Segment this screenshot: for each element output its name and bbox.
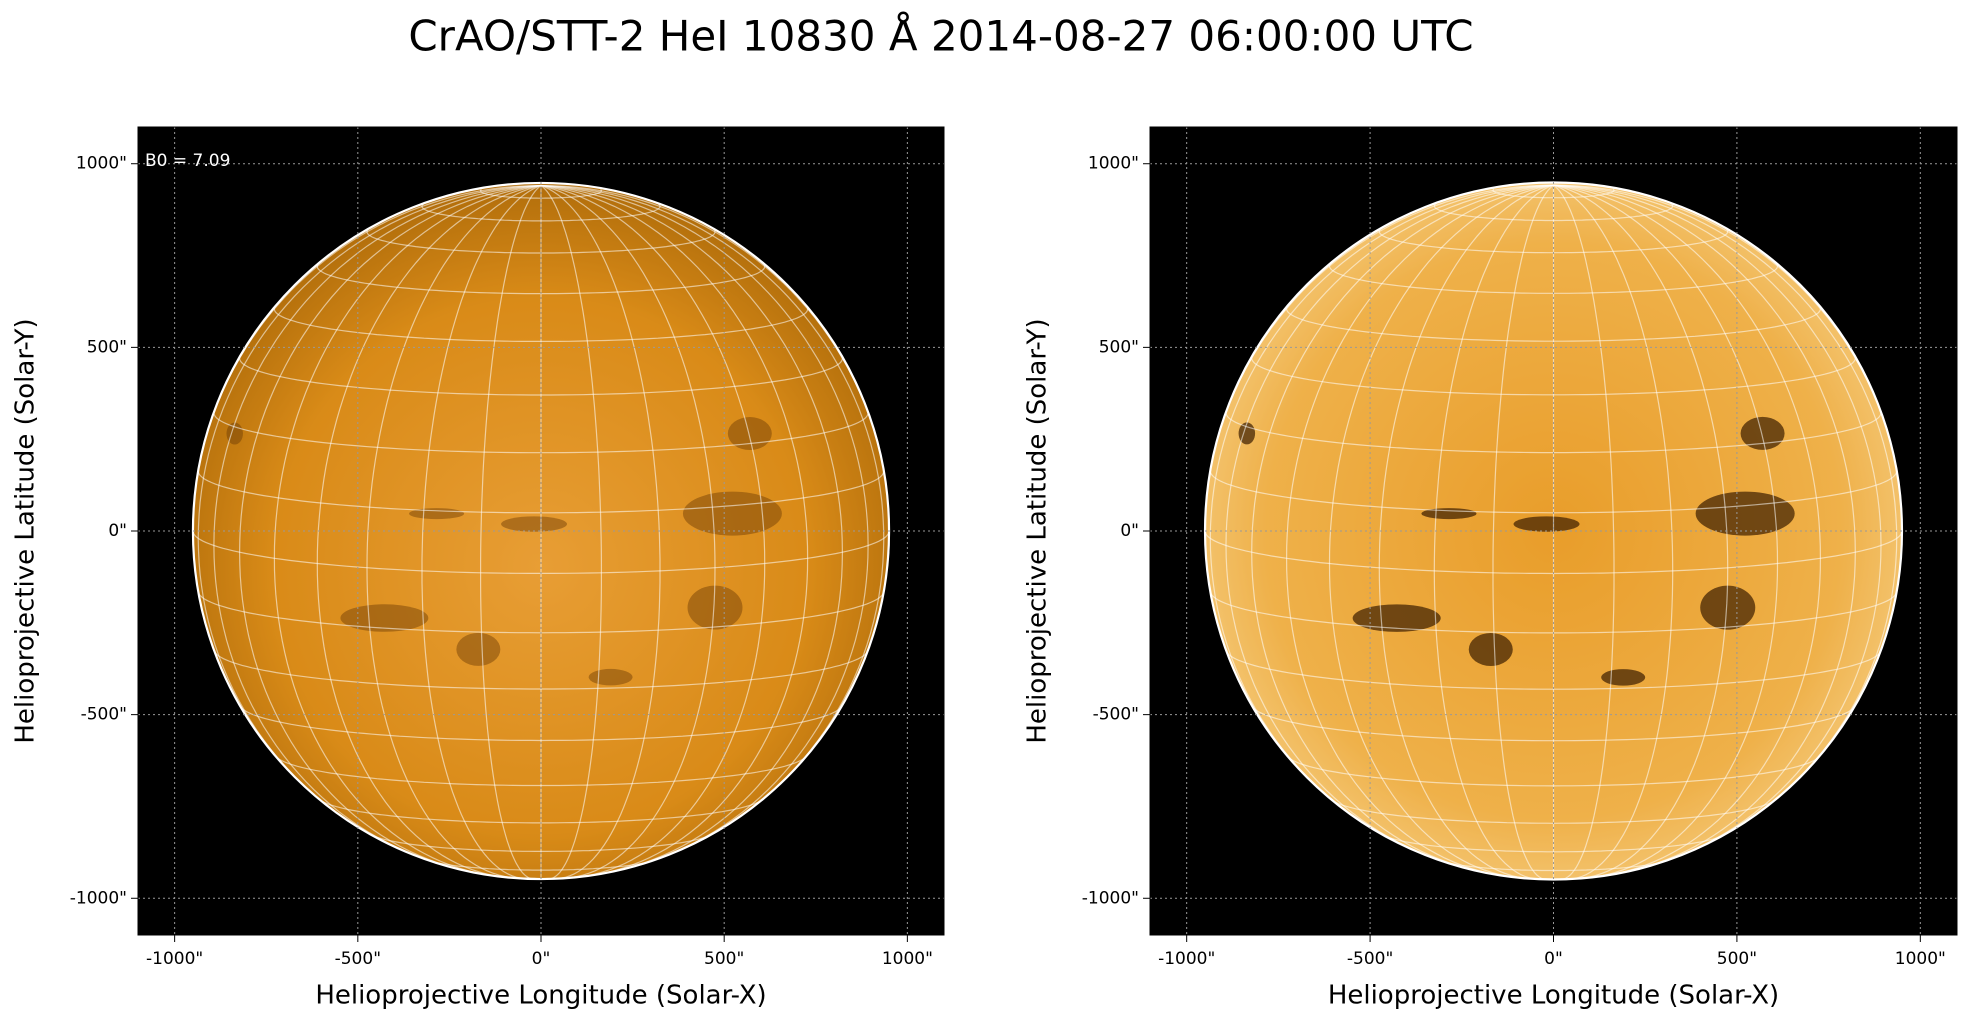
dark-region (340, 604, 429, 632)
heliographic-meridian (1553, 184, 1779, 878)
heliographic-parallel (1433, 203, 1674, 222)
heliographic-meridian (1251, 184, 1554, 873)
heliographic-meridian (421, 184, 542, 880)
y-tick-label: 1000" (76, 154, 127, 174)
heliographic-meridian (1553, 184, 1856, 873)
heliographic-meridian (480, 185, 542, 880)
y-axis-label: Helioprojective Latitude (Solar-Y) (1023, 318, 1053, 743)
heliographic-parallel (1252, 707, 1855, 742)
x-tick-label: 500" (704, 949, 744, 969)
x-tick-label: 0" (532, 949, 551, 969)
x-tick-label: -500" (335, 949, 381, 969)
heliographic-meridian (1378, 184, 1554, 879)
heliographic-parallel (371, 834, 711, 852)
dark-region (501, 516, 568, 532)
heliographic-parallel (1226, 651, 1881, 690)
y-tick-label: 500" (87, 337, 127, 357)
axes-frame (137, 126, 945, 936)
x-tick-label: 0" (1544, 949, 1563, 969)
heliographic-parallel (421, 203, 661, 222)
y-axis-label: Helioprojective Latitude (Solar-Y) (11, 318, 41, 743)
y-tick-label: 0" (1120, 521, 1139, 541)
dark-region (1352, 604, 1441, 632)
dark-region (588, 668, 633, 686)
heliographic-parallel (1384, 835, 1723, 853)
heliographic-meridian (1433, 184, 1554, 880)
heliographic-meridian (238, 184, 542, 872)
axes-frame (1149, 126, 1958, 936)
heliographic-meridian (1328, 184, 1554, 878)
x-tick-label: -1000" (146, 949, 203, 969)
x-tick-label: 500" (1717, 949, 1757, 969)
heliographic-parallel (240, 707, 842, 742)
dark-region (1513, 516, 1580, 532)
y-tick-label: -500" (1093, 705, 1139, 725)
heliographic-meridian (1553, 184, 1674, 880)
dark-region (682, 491, 782, 536)
figure-title: CrAO/STT-2 HeI 10830 Å 2014-08-27 06:00:… (408, 11, 1473, 61)
heliographic-parallel (1441, 860, 1666, 872)
y-tick-label: 1000" (1088, 154, 1139, 174)
y-tick-label: -500" (81, 705, 127, 725)
heliographic-meridian (1553, 184, 1615, 880)
annotation: B0 = 7.09 (145, 151, 230, 171)
y-tick-label: -1000" (1082, 888, 1139, 908)
heliographic-meridian (540, 184, 661, 880)
x-tick-label: 1000" (882, 949, 933, 969)
x-tick-label: -1000" (1158, 949, 1215, 969)
heliographic-meridian (316, 184, 542, 878)
heliographic-parallel (275, 755, 807, 787)
x-tick-label: 1000" (1895, 949, 1946, 969)
y-tick-label: -1000" (70, 888, 127, 908)
y-tick-label: 500" (1099, 337, 1139, 357)
x-tick-label: -500" (1347, 949, 1393, 969)
heliographic-meridian (540, 184, 844, 872)
heliographic-meridian (366, 184, 542, 879)
heliographic-meridian (540, 184, 766, 878)
heliographic-parallel (273, 306, 809, 342)
heliographic-meridian (1553, 184, 1729, 879)
dark-region (1700, 585, 1756, 630)
heliographic-parallel (1285, 306, 1822, 342)
heliographic-parallel (428, 860, 654, 871)
dark-region (1695, 491, 1795, 536)
heliographic-parallel (238, 355, 844, 396)
heliographic-meridian (540, 184, 716, 879)
dark-region (687, 585, 743, 630)
heliographic-parallel (1251, 355, 1856, 396)
y-tick-label: 0" (108, 521, 127, 541)
x-axis-label: Helioprojective Longitude (Solar-X) (1328, 981, 1779, 1011)
heliographic-parallel (1287, 756, 1820, 787)
dark-region (456, 632, 501, 666)
x-axis-label: Helioprojective Longitude (Solar-X) (315, 981, 766, 1011)
dark-region (1468, 632, 1513, 666)
dark-region (1601, 669, 1646, 686)
heliographic-meridian (540, 185, 602, 880)
heliographic-meridian (1492, 184, 1554, 880)
